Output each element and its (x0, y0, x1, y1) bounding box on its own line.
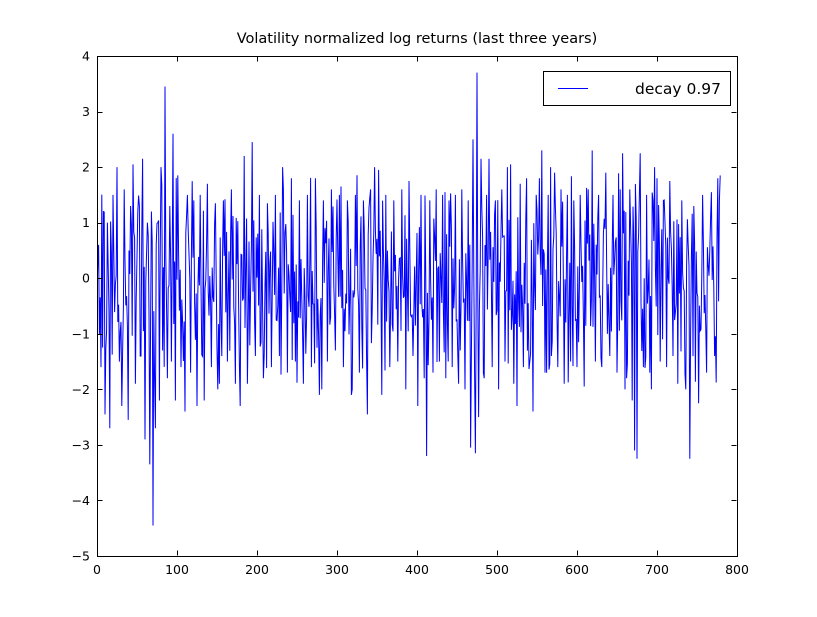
y-tick-label: 1 (82, 215, 90, 230)
x-tick-label: 0 (93, 562, 101, 577)
y-tick-label: −1 (72, 326, 90, 341)
tick-marks (97, 56, 738, 557)
legend-line-sample-icon (558, 88, 588, 89)
x-axis-tick-labels: 0 100 200 300 400 500 600 700 800 (93, 562, 749, 577)
y-tick-label: 0 (82, 271, 90, 286)
chart-title: Volatility normalized log returns (last … (236, 31, 598, 47)
x-tick-label: 700 (645, 562, 669, 577)
series-group (97, 72, 721, 526)
x-tick-label: 500 (485, 562, 509, 577)
y-tick-label: −3 (72, 437, 90, 452)
y-tick-label: 3 (82, 104, 90, 119)
x-tick-label: 600 (565, 562, 589, 577)
y-axis-tick-labels: −5 −4 −3 −2 −1 0 1 2 3 4 (72, 49, 90, 564)
legend-label: decay 0.97 (634, 79, 721, 98)
x-tick-label: 200 (245, 562, 269, 577)
y-tick-label: −4 (72, 493, 90, 508)
x-tick-label: 400 (405, 562, 429, 577)
y-tick-label: 4 (82, 49, 90, 64)
x-tick-label: 300 (325, 562, 349, 577)
x-tick-label: 800 (725, 562, 749, 577)
y-tick-label: −2 (72, 382, 90, 397)
y-tick-label: −5 (72, 549, 90, 564)
x-tick-label: 100 (165, 562, 189, 577)
series-line (97, 72, 721, 526)
y-tick-label: 2 (82, 160, 90, 175)
legend: decay 0.97 (543, 71, 731, 106)
